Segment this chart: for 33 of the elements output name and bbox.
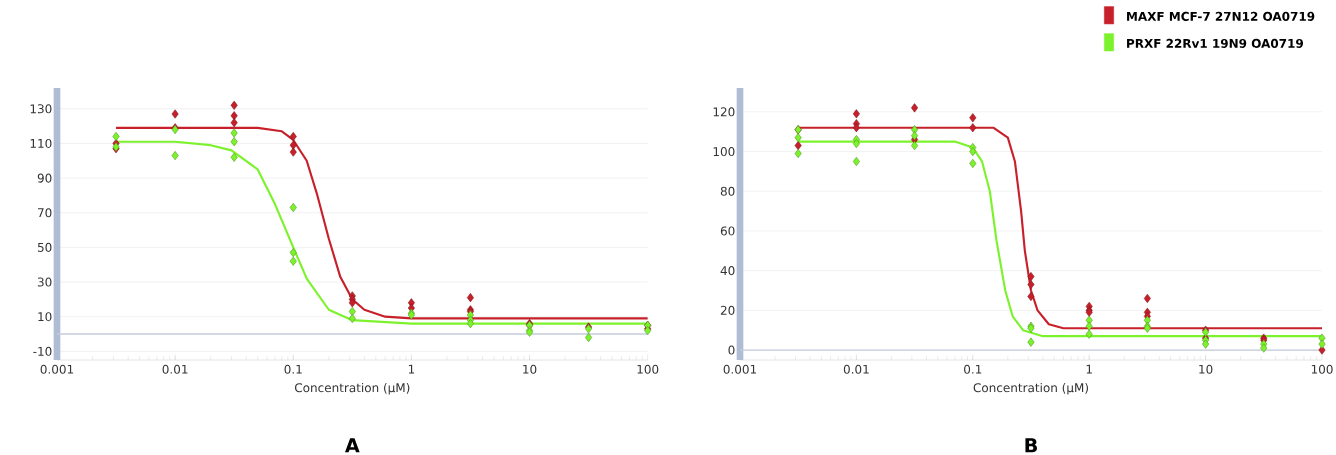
x-tick-label: 100: [1311, 364, 1333, 374]
x-tick-label: 0.01: [162, 364, 188, 374]
text: A: [344, 438, 360, 453]
x-tick-label: 10: [523, 364, 537, 374]
y-tick-label: 60: [720, 226, 735, 236]
y-tick-label: 10: [38, 312, 52, 322]
text: B: [1025, 438, 1037, 453]
x-tick-label: 1: [408, 364, 415, 374]
y-tick-label: 50: [37, 242, 52, 252]
y-tick-label: 40: [720, 266, 735, 276]
legend-label: MAXF MCF-7 27N12 OA0719: [1127, 11, 1315, 21]
y-tick-label: 80: [720, 186, 735, 196]
x-tick-label: 0.1: [964, 364, 982, 374]
x-axis-title: Concentration (µM): [973, 382, 1088, 395]
y-tick-label: 0: [728, 345, 735, 355]
y-tick-label: 110: [30, 138, 52, 148]
x-tick-label: 0.001: [723, 364, 757, 374]
x-tick-label: 0.01: [843, 364, 869, 374]
y-tick-label: 90: [37, 173, 52, 183]
x-tick-label: 0.001: [40, 364, 74, 374]
x-tick-label: 10: [1199, 364, 1213, 374]
legend-label: PRXF 22Rv1 19N9 OA0719: [1127, 38, 1303, 48]
y-tick-label: 130: [30, 104, 52, 114]
y-tick-label: 30: [37, 277, 52, 287]
x-axis-title: Concentration (µM): [294, 382, 410, 395]
y-tick-label: 120: [713, 107, 735, 117]
y-tick-label: -10: [33, 346, 52, 356]
x-tick-label: 100: [637, 364, 659, 374]
y-tick-label: 100: [713, 146, 735, 157]
x-tick-label: 1: [1086, 364, 1092, 374]
y-tick-label: 20: [720, 305, 735, 315]
x-tick-label: 0.1: [284, 364, 302, 374]
y-tick-label: 70: [38, 208, 52, 218]
